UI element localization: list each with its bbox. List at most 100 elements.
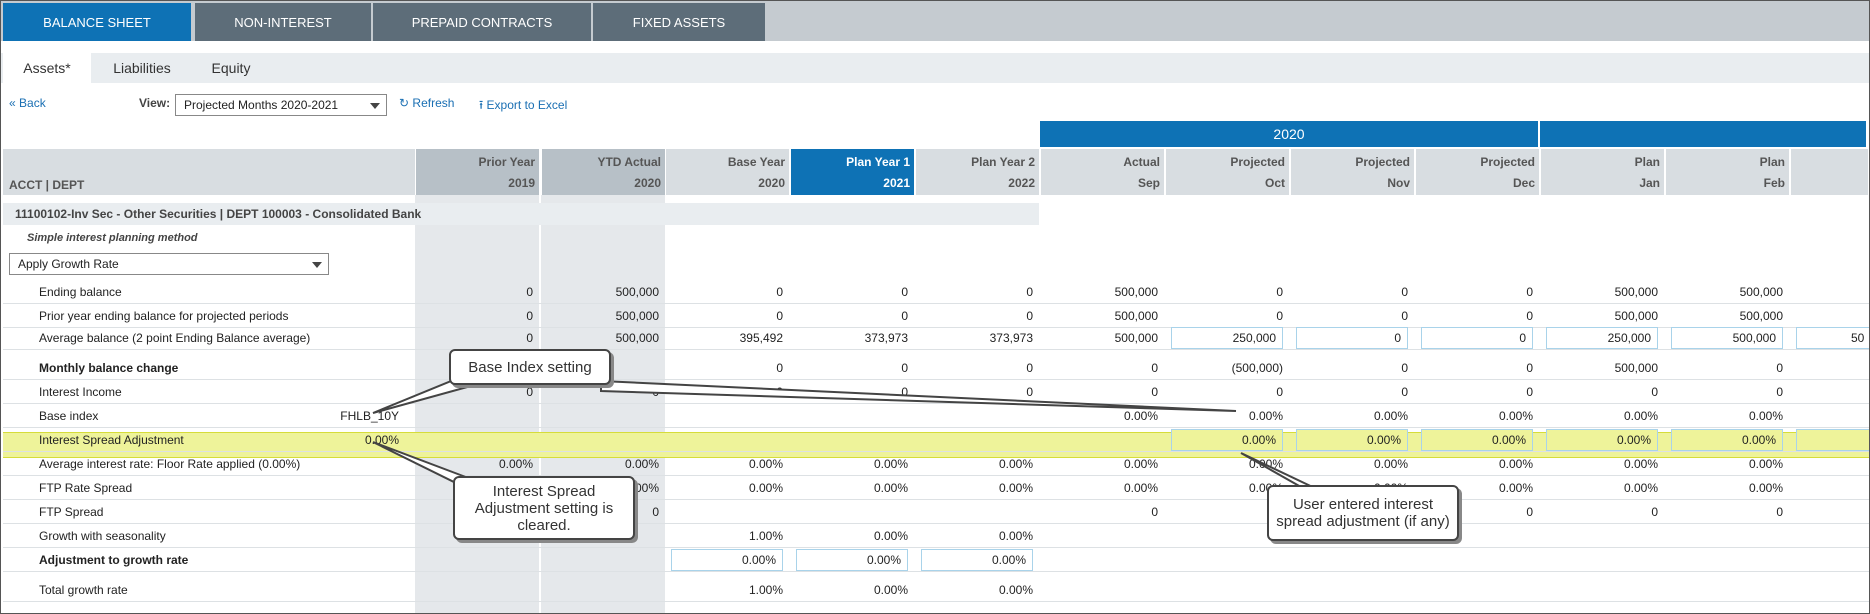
back-label: Back — [19, 96, 46, 110]
subtab-equity[interactable]: Equity — [211, 60, 251, 76]
tab-balance-sheet[interactable]: BALANCE SHEET — [3, 3, 191, 41]
view-select[interactable]: Projected Months 2020-2021 — [175, 94, 387, 116]
header-acct-bg — [3, 149, 415, 195]
column-header: Plan Year 1 2021 — [790, 149, 914, 195]
table-cell: 0 — [901, 385, 908, 399]
table-cell: 0 — [1651, 385, 1658, 399]
table-cell: 0 — [1276, 285, 1283, 299]
row-label: Monthly balance change — [39, 361, 179, 375]
row-divider — [3, 403, 1869, 404]
column-header: Plan Year 2 2022 — [915, 149, 1039, 195]
table-cell: 0.00% — [1748, 457, 1783, 471]
table-cell: 500,000 — [1114, 285, 1158, 299]
row-label: Interest Income — [39, 385, 122, 399]
column-header-period: 2021 — [883, 176, 910, 190]
row-label: Ending balance — [39, 285, 122, 299]
row-divider — [3, 523, 1869, 524]
column-header: Plan Jan — [1540, 149, 1664, 195]
top-tab-bar: BALANCE SHEET NON-INTEREST PREPAID CONTR… — [1, 1, 1869, 41]
sub-tab-bar: Assets* Liabilities Equity — [1, 53, 1869, 83]
table-cell: 0 — [1151, 505, 1158, 519]
table-cell: 0.00% — [998, 457, 1033, 471]
subtab-liabilities[interactable]: Liabilities — [113, 60, 171, 76]
method-label: Simple interest planning method — [27, 232, 198, 244]
table-cell: 0 — [1276, 385, 1283, 399]
editable-cell[interactable]: 0.00% — [1421, 429, 1533, 451]
table-cell: (500,000) — [1231, 361, 1283, 375]
table-cell: 0.00% — [998, 583, 1033, 597]
row-setting-value: FHLB_10Y — [340, 409, 399, 423]
table-cell: 0 — [1526, 361, 1533, 375]
column-header-label: Projected — [1480, 155, 1535, 169]
table-cell: 0 — [1651, 505, 1658, 519]
editable-cell[interactable]: 0 — [1421, 327, 1533, 349]
editable-cell[interactable]: 0.00% — [671, 549, 783, 571]
table-cell: 373,973 — [864, 331, 908, 345]
table-cell: 0 — [1401, 361, 1408, 375]
editable-cell[interactable]: 250,000 — [1171, 327, 1283, 349]
tab-non-interest[interactable]: NON-INTEREST — [195, 3, 371, 41]
table-cell: 0.00% — [624, 457, 659, 471]
editable-cell[interactable]: 0.00% — [1671, 429, 1783, 451]
table-cell: 500,000 — [1614, 309, 1658, 323]
row-setting-value: 0.00% — [364, 433, 399, 447]
editable-cell[interactable]: 0 — [1296, 327, 1408, 349]
year-group-header: 2020 — [1040, 121, 1538, 147]
table-cell: 0.00% — [1498, 457, 1533, 471]
table-cell: 0.00% — [1748, 409, 1783, 423]
column-header-label: Projected — [1355, 155, 1410, 169]
row-label: Interest Spread Adjustment — [39, 433, 184, 447]
row-label: FTP Spread — [39, 505, 104, 519]
column-header-label: Actual — [1123, 155, 1160, 169]
table-cell: 0 — [1026, 285, 1033, 299]
acct-dept-header: ACCT | DEPT — [9, 178, 85, 192]
editable-cell[interactable]: 0.00% — [1546, 429, 1658, 451]
table-cell: 0 — [526, 331, 533, 345]
editable-cell-overflow[interactable] — [1796, 429, 1869, 451]
column-header: Base Year 2020 — [665, 149, 789, 195]
view-label: View: — [139, 96, 171, 110]
row-divider — [3, 327, 1869, 328]
export-button[interactable]: ⭱ Export to Excel — [479, 96, 567, 117]
row-divider — [3, 499, 1869, 500]
refresh-button[interactable]: ↻ Refresh — [399, 96, 454, 110]
tab-fixed-assets[interactable]: FIXED ASSETS — [593, 3, 765, 41]
column-header-label: Projected — [1230, 155, 1285, 169]
row-label: Prior year ending balance for projected … — [39, 309, 289, 323]
back-link[interactable]: « Back — [9, 96, 46, 110]
table-cell: 0.00% — [1623, 481, 1658, 495]
table-cell: 1.00% — [748, 583, 783, 597]
editable-cell[interactable]: 500,000 — [1671, 327, 1783, 349]
column-header-label: Plan — [1634, 155, 1660, 169]
editable-cell[interactable]: 0.00% — [1296, 429, 1408, 451]
table-cell: 0.00% — [1123, 481, 1158, 495]
editable-cell[interactable]: 0.00% — [796, 549, 908, 571]
table-cell: 0.00% — [1623, 457, 1658, 471]
column-header-overflow — [1790, 149, 1868, 195]
growth-method-select[interactable]: Apply Growth Rate — [9, 253, 329, 275]
column-header: Plan Feb — [1665, 149, 1789, 195]
editable-cell[interactable]: 0.00% — [921, 549, 1033, 571]
editable-cell[interactable]: 0.00% — [1171, 429, 1283, 451]
column-header-period: 2020 — [758, 176, 785, 190]
subtab-assets[interactable]: Assets* — [3, 53, 91, 83]
table-cell: 0 — [1026, 309, 1033, 323]
column-header-label: Plan — [1759, 155, 1785, 169]
caret-down-icon — [312, 262, 322, 268]
column-header-period: 2020 — [634, 176, 661, 190]
table-cell: 500,000 — [1614, 285, 1658, 299]
callout-user-entered: User entered interest spread adjustment … — [1267, 485, 1459, 541]
row-divider — [3, 379, 1869, 380]
editable-cell-overflow[interactable]: 50 — [1796, 327, 1869, 349]
editable-cell[interactable]: 250,000 — [1546, 327, 1658, 349]
column-header-period: Feb — [1763, 176, 1785, 190]
column-header-period: 2022 — [1008, 176, 1035, 190]
view-select-value: Projected Months 2020-2021 — [184, 98, 339, 112]
table-cell: 0.00% — [873, 529, 908, 543]
refresh-icon: ↻ — [399, 96, 410, 110]
tab-prepaid-contracts[interactable]: PREPAID CONTRACTS — [373, 3, 591, 41]
table-cell: 373,973 — [989, 331, 1033, 345]
col-shade-prior-year — [415, 195, 539, 613]
row-divider — [3, 601, 1869, 602]
